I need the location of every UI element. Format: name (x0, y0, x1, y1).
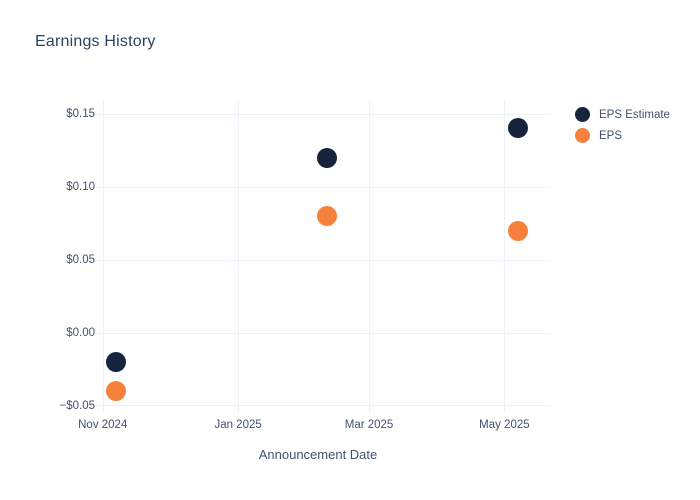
data-point-eps[interactable] (507, 220, 528, 241)
x-axis-title: Announcement Date (258, 447, 378, 462)
x-tick-label: May 2025 (479, 419, 530, 431)
x-tick-label: Jan 2025 (214, 419, 262, 431)
y-gridline (85, 186, 551, 188)
y-gridline (85, 113, 551, 115)
y-tick-label: $0.15 (66, 107, 95, 120)
y-tick-label: $0.10 (66, 180, 95, 193)
legend-item-eps-estimate[interactable]: EPS Estimate (575, 104, 670, 125)
legend-marker-icon (575, 128, 590, 143)
x-tick-mark (369, 406, 371, 413)
data-point-eps-estimate[interactable] (316, 147, 337, 168)
x-gridline (504, 100, 506, 406)
y-gridline (85, 332, 551, 334)
legend-marker-icon (575, 107, 590, 122)
legend: EPS Estimate EPS (575, 104, 670, 146)
x-tick-mark (504, 406, 506, 413)
data-point-eps-estimate[interactable] (106, 352, 127, 373)
x-tick-mark (102, 406, 104, 413)
x-gridline (238, 100, 240, 406)
plot-area (85, 100, 551, 406)
data-point-eps[interactable] (316, 206, 337, 227)
legend-item-eps[interactable]: EPS (575, 125, 670, 146)
x-tick-label: Mar 2025 (344, 419, 394, 431)
legend-label: EPS Estimate (599, 108, 670, 121)
y-tick-label: −$0.05 (59, 400, 96, 412)
x-gridline (102, 100, 104, 406)
chart-title: Earnings History (35, 33, 156, 50)
data-point-eps[interactable] (106, 381, 127, 402)
y-gridline (85, 259, 551, 261)
y-tick-label: $0.05 (66, 253, 95, 266)
data-point-eps-estimate[interactable] (507, 118, 528, 139)
y-tick-label: $0.00 (66, 326, 95, 339)
x-gridline (369, 100, 371, 406)
x-tick-mark (238, 406, 240, 413)
x-tick-label: Nov 2024 (78, 419, 128, 431)
legend-label: EPS (599, 129, 623, 142)
y-gridline (85, 405, 551, 406)
